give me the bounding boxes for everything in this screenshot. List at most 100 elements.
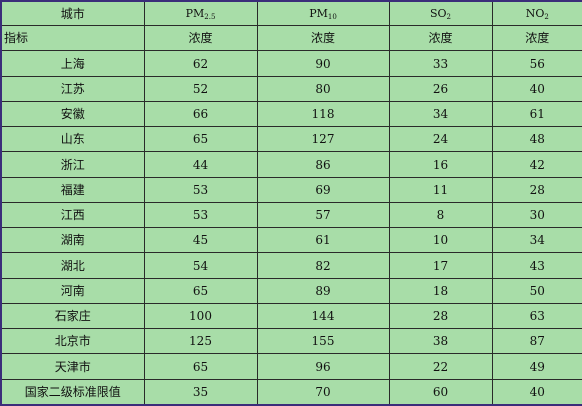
so2-cell: 11 xyxy=(388,176,493,203)
header-corner-indicator: 指标 xyxy=(0,25,145,52)
pm25-cell: 66 xyxy=(143,100,258,128)
no2-cell: 48 xyxy=(491,126,582,153)
pm10-cell: 144 xyxy=(256,302,390,330)
pm10-cell: 90 xyxy=(256,50,390,77)
so2-cell: 22 xyxy=(388,353,493,380)
pm25-cell: 62 xyxy=(143,50,258,77)
table-row: 国家二级标准限值 35 70 60 40 xyxy=(0,378,582,406)
table-row: 湖北 54 82 17 43 xyxy=(0,252,582,279)
city-cell: 石家庄 xyxy=(0,302,145,330)
city-cell: 湖南 xyxy=(0,227,145,254)
no2-cell: 40 xyxy=(491,378,582,406)
table-row: 湖南 45 61 10 34 xyxy=(0,227,582,254)
no2-cell: 43 xyxy=(491,252,582,279)
city-cell: 北京市 xyxy=(0,328,145,355)
header-unit-so2: 浓度 xyxy=(388,25,493,52)
no2-cell: 34 xyxy=(491,227,582,254)
pm10-cell: 70 xyxy=(256,378,390,406)
pm25-cell: 54 xyxy=(143,252,258,279)
no2-cell: 49 xyxy=(491,353,582,380)
pm25-cell: 52 xyxy=(143,75,258,102)
header-pm25: PM2.5 xyxy=(143,0,258,27)
so2-cell: 8 xyxy=(388,201,493,229)
header-pm10-base: PM xyxy=(309,6,328,20)
city-cell: 福建 xyxy=(0,176,145,203)
header-so2-sub: 2 xyxy=(446,12,452,21)
header-no2: NO2 xyxy=(491,0,582,27)
so2-cell: 17 xyxy=(388,252,493,279)
pm25-cell: 44 xyxy=(143,151,258,178)
header-no2-base: NO xyxy=(525,6,545,20)
city-cell: 上海 xyxy=(0,50,145,77)
pm10-cell: 57 xyxy=(256,201,390,229)
header-unit-pm25: 浓度 xyxy=(143,25,258,52)
header-corner-city-label: 城市 xyxy=(60,6,85,21)
so2-cell: 28 xyxy=(388,302,493,330)
pm25-cell: 65 xyxy=(143,353,258,380)
header-unit-pm10: 浓度 xyxy=(256,25,390,52)
header-so2-base: SO xyxy=(429,6,447,20)
table-row: 上海 62 90 33 56 xyxy=(0,50,582,77)
so2-cell: 10 xyxy=(388,227,493,254)
pm25-cell: 65 xyxy=(143,277,258,304)
pm10-cell: 61 xyxy=(256,227,390,254)
pm10-cell: 69 xyxy=(256,176,390,203)
no2-cell: 63 xyxy=(491,302,582,330)
table-row: 江西 53 57 8 30 xyxy=(0,201,582,229)
so2-cell: 34 xyxy=(388,100,493,128)
header-corner-city: 城市 xyxy=(0,0,145,27)
pm25-cell: 125 xyxy=(143,328,258,355)
header-no2-sub: 2 xyxy=(544,12,549,21)
city-cell: 浙江 xyxy=(0,151,145,178)
table-row: 河南 65 89 18 50 xyxy=(0,277,582,304)
pm10-cell: 89 xyxy=(256,277,390,304)
no2-cell: 50 xyxy=(491,277,582,304)
header-pm25-base: PM xyxy=(185,6,205,20)
table-row: 福建 53 69 11 28 xyxy=(0,176,582,203)
city-cell: 山东 xyxy=(0,126,145,153)
city-cell: 河南 xyxy=(0,277,145,304)
header-pm10: PM10 xyxy=(256,0,390,27)
pm10-cell: 96 xyxy=(256,353,390,380)
pm25-cell: 35 xyxy=(143,378,258,406)
pm25-cell: 53 xyxy=(143,176,258,203)
pm25-cell: 45 xyxy=(143,227,258,254)
header-corner-indicator-label: 指标 xyxy=(4,31,29,46)
table-row: 安徽 66 118 34 61 xyxy=(0,100,582,128)
table-row: 石家庄 100 144 28 63 xyxy=(0,302,582,330)
so2-cell: 24 xyxy=(388,126,493,153)
so2-cell: 38 xyxy=(388,328,493,355)
pm10-cell: 155 xyxy=(256,328,390,355)
so2-cell: 60 xyxy=(388,378,493,406)
no2-cell: 56 xyxy=(491,50,582,77)
header-so2: SO2 xyxy=(388,0,493,27)
no2-cell: 42 xyxy=(491,151,582,178)
header-pm10-sub: 10 xyxy=(327,12,337,21)
header-row-pollutants: 城市 PM2.5 PM10 SO2 NO2 xyxy=(0,0,582,27)
city-cell: 湖北 xyxy=(0,252,145,279)
pm25-cell: 100 xyxy=(143,302,258,330)
so2-cell: 33 xyxy=(388,50,493,77)
table-row: 北京市 125 155 38 87 xyxy=(0,328,582,355)
so2-cell: 26 xyxy=(388,75,493,102)
pm25-cell: 53 xyxy=(143,201,258,229)
pm25-cell: 65 xyxy=(143,126,258,153)
city-cell: 国家二级标准限值 xyxy=(0,378,145,406)
table-row: 浙江 44 86 16 42 xyxy=(0,151,582,178)
pm10-cell: 127 xyxy=(256,126,390,153)
pm10-cell: 82 xyxy=(256,252,390,279)
no2-cell: 30 xyxy=(491,201,582,229)
table-row: 江苏 52 80 26 40 xyxy=(0,75,582,102)
pm10-cell: 86 xyxy=(256,151,390,178)
header-row-units: 指标 浓度 浓度 浓度 浓度 xyxy=(0,25,582,52)
no2-cell: 87 xyxy=(491,328,582,355)
header-pm25-sub: 2.5 xyxy=(204,12,216,21)
table-row: 山东 65 127 24 48 xyxy=(0,126,582,153)
no2-cell: 40 xyxy=(491,75,582,102)
pm10-cell: 118 xyxy=(256,100,390,128)
city-cell: 江西 xyxy=(0,201,145,229)
pm10-cell: 80 xyxy=(256,75,390,102)
so2-cell: 16 xyxy=(388,151,493,178)
